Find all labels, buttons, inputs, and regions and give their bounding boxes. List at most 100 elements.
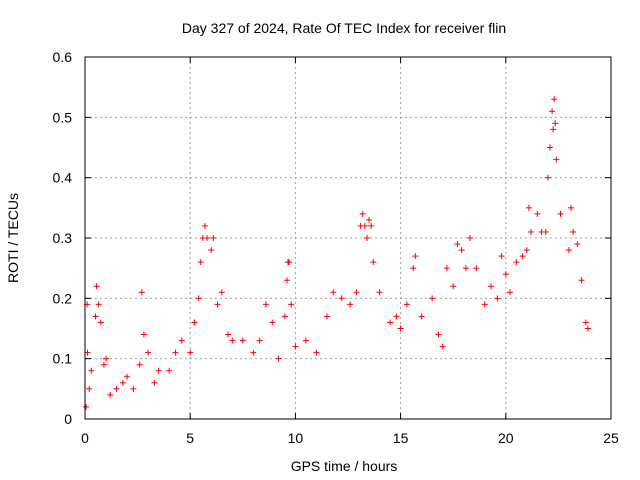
- data-point: [138, 289, 145, 296]
- data-point: [473, 265, 480, 272]
- y-tick-label: 0.3: [53, 230, 73, 246]
- data-point: [544, 174, 551, 181]
- y-tick-label: 0.4: [53, 170, 73, 186]
- data-point: [366, 216, 373, 223]
- data-point: [204, 235, 211, 241]
- data-point: [214, 301, 221, 308]
- data-point: [347, 301, 354, 308]
- gridlines: [85, 57, 611, 419]
- data-point: [513, 259, 520, 266]
- data-point: [450, 283, 457, 290]
- x-tick-label: 15: [393, 430, 409, 446]
- data-point: [582, 319, 589, 326]
- data-point: [523, 247, 530, 254]
- x-tick-label: 0: [81, 430, 89, 446]
- x-tick-label: 5: [186, 430, 194, 446]
- data-point: [528, 228, 535, 235]
- data-point: [256, 337, 263, 344]
- data-point: [568, 204, 575, 211]
- data-point: [187, 349, 194, 356]
- data-point: [552, 120, 559, 127]
- x-tick-label: 10: [288, 430, 304, 446]
- data-point: [250, 349, 257, 356]
- data-point: [239, 337, 246, 344]
- data-point: [83, 403, 90, 410]
- y-tick-label: 0: [64, 411, 72, 427]
- data-point: [387, 319, 394, 326]
- data-point: [549, 108, 556, 115]
- data-point: [201, 222, 208, 229]
- data-point: [172, 349, 179, 356]
- data-point: [93, 283, 100, 290]
- data-point: [178, 337, 185, 344]
- data-point: [269, 319, 276, 326]
- data-point: [363, 235, 370, 241]
- y-axis-label: ROTI / TECUs: [5, 193, 21, 283]
- data-point: [361, 222, 368, 229]
- data-point: [281, 313, 288, 320]
- data-point: [302, 337, 309, 344]
- data-point: [429, 295, 436, 302]
- x-tick-label: 25: [603, 430, 619, 446]
- data-point: [275, 355, 282, 362]
- data-point: [488, 283, 495, 290]
- data-point: [454, 241, 461, 248]
- data-point: [288, 301, 295, 308]
- data-point: [525, 204, 532, 211]
- data-point: [376, 289, 383, 296]
- x-axis-label: GPS time / hours: [291, 458, 398, 474]
- data-point: [565, 247, 572, 254]
- data-point: [107, 391, 114, 398]
- plot-frame: [84, 56, 612, 420]
- data-point: [403, 301, 410, 308]
- data-point: [393, 313, 400, 320]
- data-point: [155, 367, 162, 374]
- y-tick-label: 0.2: [53, 290, 73, 306]
- data-point: [494, 295, 501, 302]
- data-points: [83, 96, 591, 410]
- data-point: [435, 331, 442, 338]
- data-point: [84, 349, 91, 356]
- y-tick-label: 0.5: [53, 109, 73, 125]
- data-point: [439, 343, 446, 350]
- data-point: [262, 301, 269, 308]
- data-point: [210, 235, 217, 241]
- data-point: [353, 289, 360, 296]
- data-point: [292, 343, 299, 350]
- data-point: [553, 156, 560, 163]
- data-point: [124, 373, 131, 380]
- data-point: [225, 331, 232, 338]
- data-point: [550, 126, 557, 133]
- data-point: [113, 385, 120, 392]
- data-point: [338, 295, 345, 302]
- data-point: [443, 265, 450, 272]
- data-point: [140, 331, 147, 338]
- data-point: [286, 259, 293, 266]
- data-point: [467, 235, 474, 241]
- data-point: [458, 247, 465, 254]
- data-point: [502, 271, 509, 278]
- data-point: [136, 361, 143, 368]
- data-point: [542, 228, 549, 235]
- data-point: [229, 337, 236, 344]
- data-point: [519, 253, 526, 260]
- x-tick-label: 20: [498, 430, 514, 446]
- data-point: [100, 361, 107, 368]
- data-point: [410, 265, 417, 272]
- data-point: [97, 319, 104, 326]
- data-point: [86, 385, 93, 392]
- data-point: [498, 253, 505, 260]
- data-point: [368, 222, 375, 229]
- data-point: [578, 277, 585, 284]
- data-point: [197, 259, 204, 266]
- data-point: [462, 265, 469, 272]
- data-point: [507, 289, 514, 296]
- data-point: [130, 385, 137, 392]
- data-point: [166, 367, 173, 374]
- data-point: [145, 349, 152, 356]
- data-point: [551, 96, 558, 103]
- data-point: [191, 319, 198, 326]
- data-point: [95, 301, 102, 308]
- data-point: [88, 367, 95, 374]
- axes: 0 5 10 15 20 25 0 0.1 0.2 0.3 0.4 0.5 0.6: [53, 49, 619, 446]
